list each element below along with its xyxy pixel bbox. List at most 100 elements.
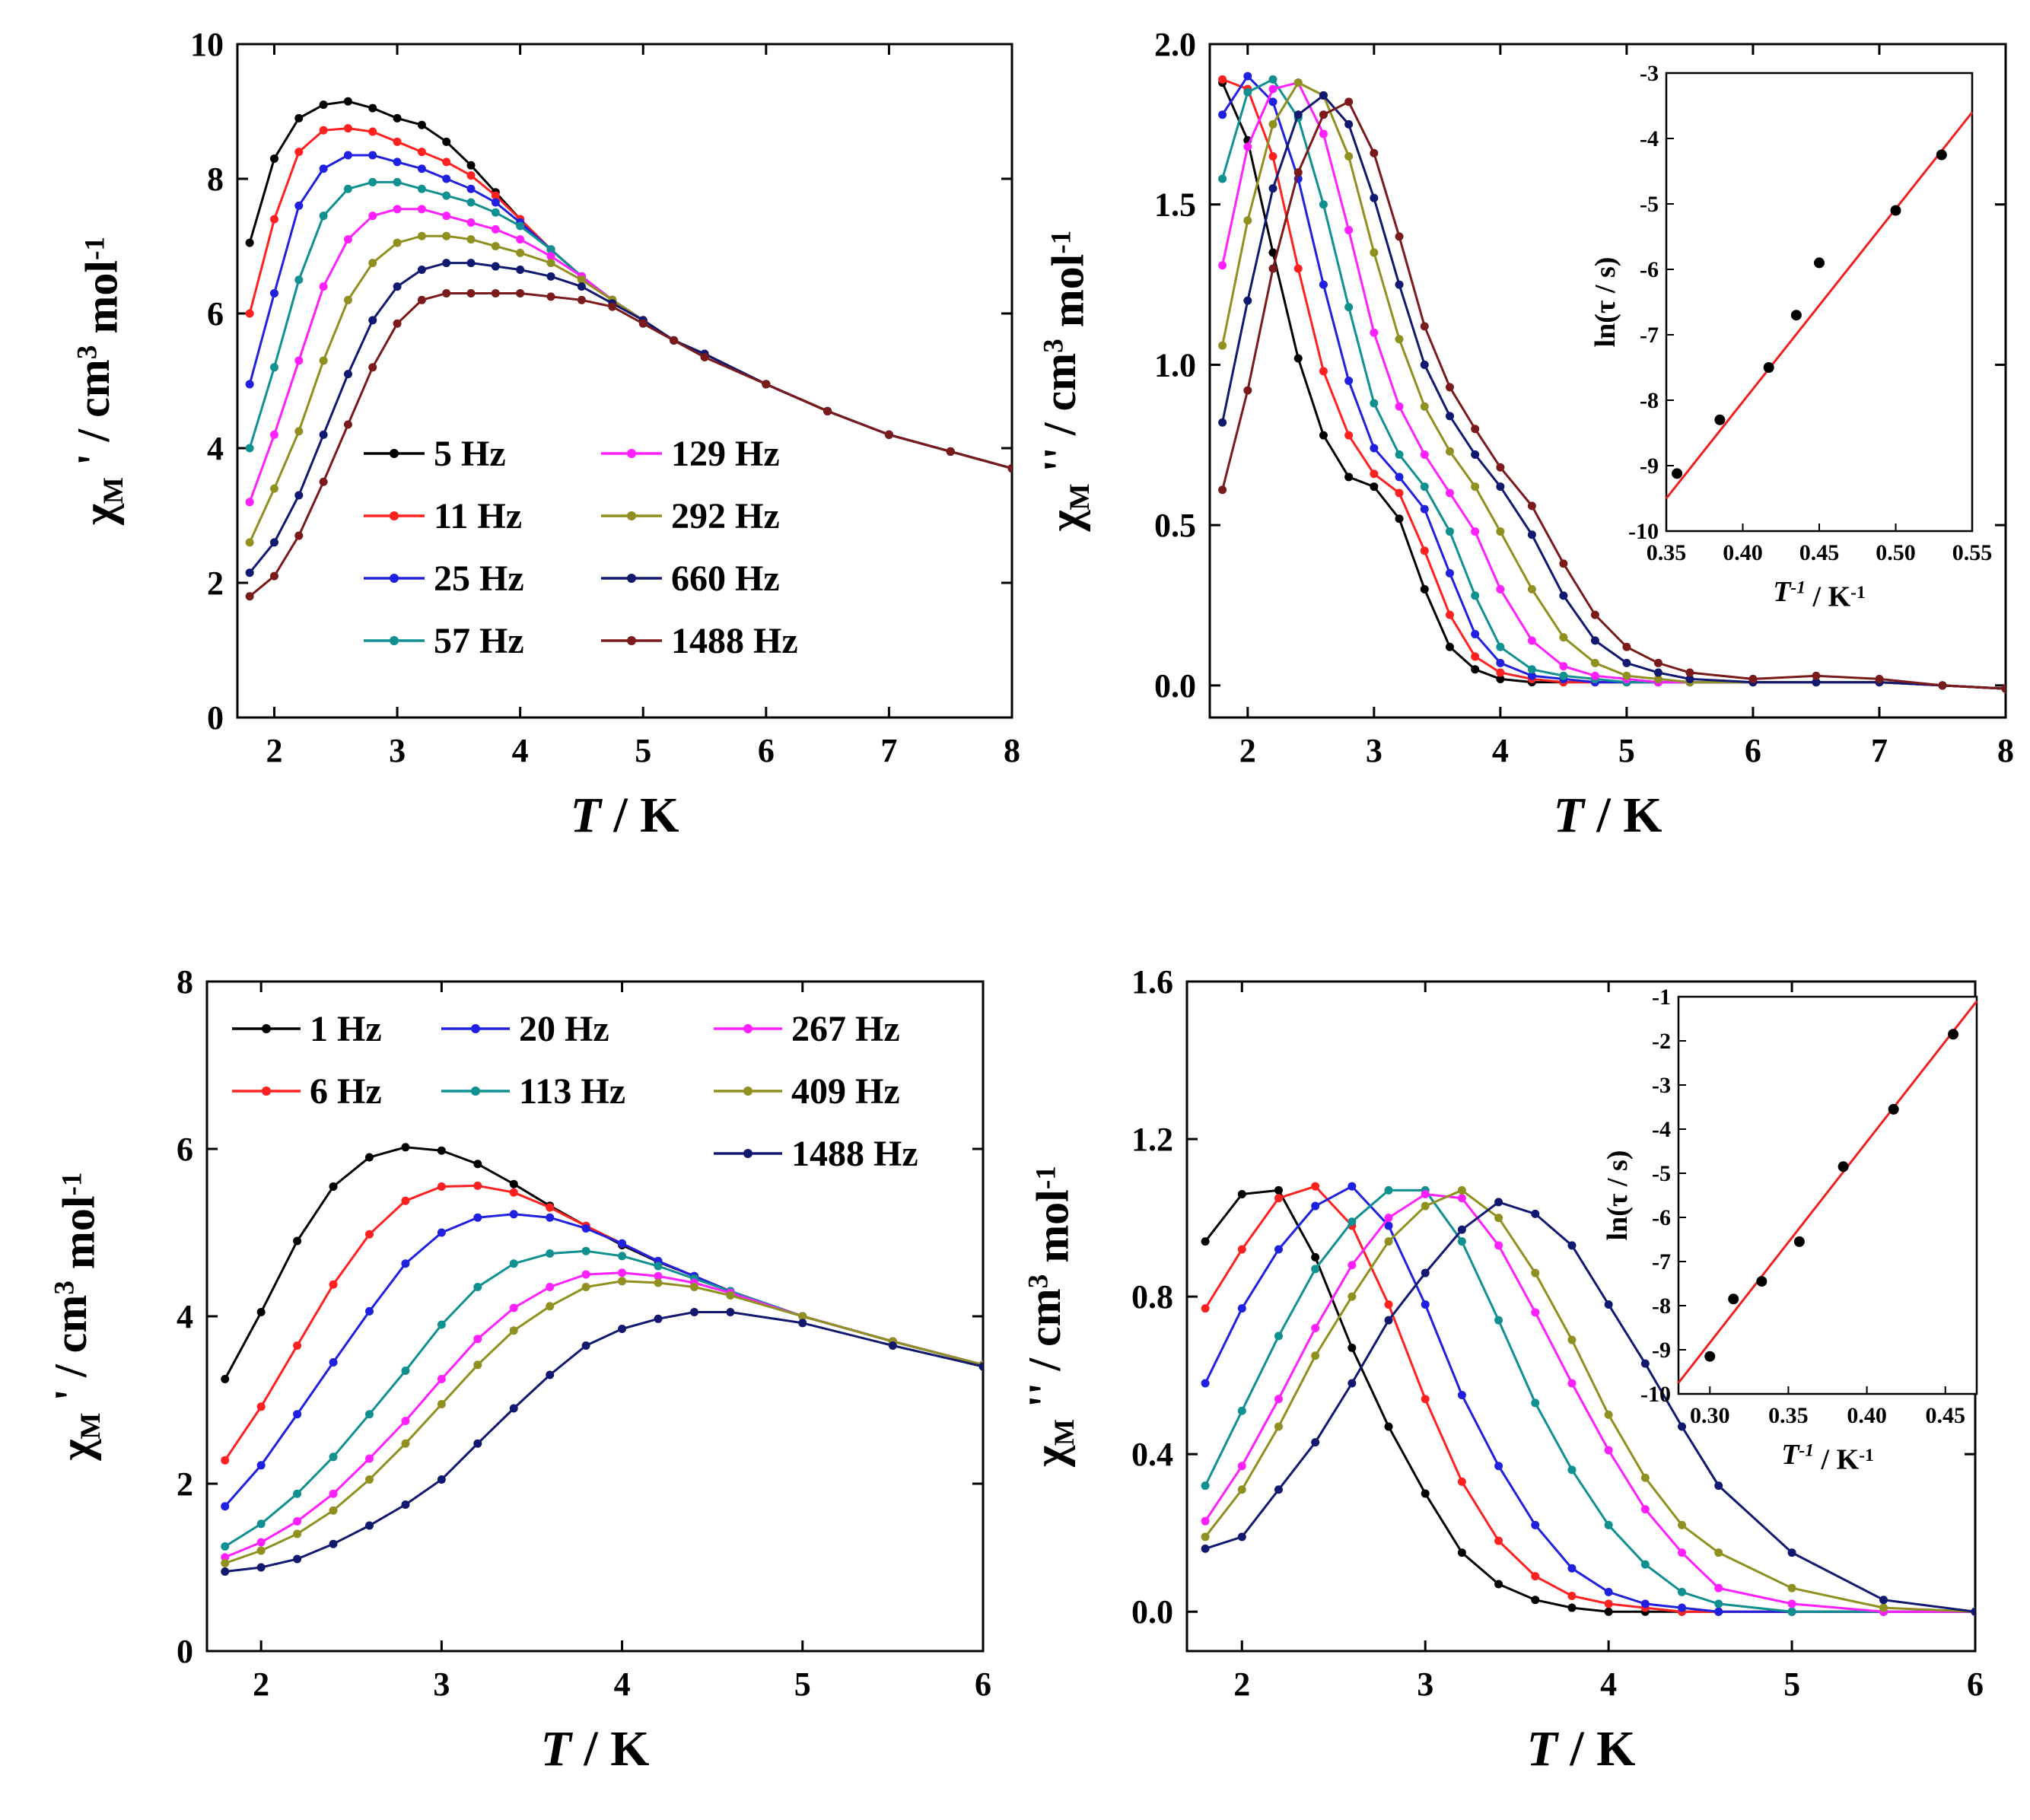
data-point (1812, 678, 1821, 687)
data-point (1274, 1245, 1283, 1254)
data-point (618, 1239, 627, 1248)
data-point (1787, 1583, 1796, 1592)
x-tick-label: 7 (1871, 732, 1888, 769)
data-point (491, 208, 500, 217)
data-point (1471, 527, 1480, 536)
data-point (1268, 75, 1278, 84)
data-point (1384, 1316, 1393, 1325)
y-axis-label: χM ' / cm3 mol-1 (46, 1172, 107, 1461)
data-point (1311, 1182, 1320, 1191)
data-point (1348, 1217, 1357, 1227)
x-tick-label: 6 (758, 732, 775, 769)
data-point (1395, 280, 1404, 289)
data-point (417, 265, 426, 274)
data-point (1384, 1221, 1393, 1230)
data-point (1293, 78, 1303, 88)
data-point (466, 198, 476, 207)
series-1488-hz (1218, 97, 2006, 693)
data-point (2001, 684, 2006, 693)
inset-y-tick-label: -5 (1652, 1161, 1671, 1186)
data-point (509, 1259, 518, 1268)
inset-y-tick-label: -5 (1640, 192, 1659, 217)
inset-data-point (1936, 149, 1947, 161)
inset-data-point (1793, 1236, 1805, 1247)
x-tick-label: 2 (1233, 1666, 1250, 1703)
series-line (224, 1311, 983, 1573)
data-point (1567, 1603, 1577, 1612)
data-point (1370, 248, 1379, 257)
data-point (329, 1452, 338, 1462)
data-point (442, 212, 451, 221)
data-point (393, 282, 402, 291)
data-point (546, 1283, 555, 1291)
legend-item: 20 Hz (441, 1009, 609, 1049)
data-point (1653, 668, 1662, 677)
data-point (1268, 84, 1278, 94)
data-point (245, 568, 254, 578)
inset-x-tick-label: 0.35 (1647, 540, 1687, 565)
data-point (1344, 97, 1354, 107)
data-point (1237, 1532, 1246, 1542)
data-point (618, 1277, 627, 1286)
data-point (1559, 559, 1568, 568)
legend-label: 129 Hz (671, 434, 780, 474)
data-point (401, 1143, 410, 1152)
data-point (1344, 119, 1354, 129)
data-point (762, 380, 771, 389)
inset-y-tick-label: -4 (1652, 1117, 1671, 1142)
data-point (364, 1153, 374, 1162)
data-point (1243, 216, 1252, 225)
data-point (1218, 110, 1227, 119)
data-point (364, 1410, 374, 1419)
inset-fit-line (1677, 1000, 1978, 1384)
x-tick-label: 8 (1997, 732, 2014, 769)
inset-x-tick-label: 0.45 (1799, 540, 1840, 565)
data-point (473, 1283, 482, 1291)
data-point (245, 380, 254, 389)
data-point (466, 171, 476, 180)
data-point (1567, 1241, 1577, 1250)
data-point (1395, 488, 1404, 498)
data-point (294, 427, 304, 436)
data-point (1319, 91, 1328, 100)
data-point (1348, 1261, 1357, 1270)
data-point (509, 1303, 518, 1312)
data-point (1274, 1395, 1283, 1404)
inset-y-tick-label: -4 (1640, 126, 1659, 151)
data-point (256, 1538, 266, 1547)
legend-item: 292 Hz (601, 496, 780, 536)
data-point (1384, 1185, 1393, 1195)
data-point (1344, 225, 1354, 234)
data-point (1421, 1190, 1430, 1199)
data-point (1938, 681, 1947, 690)
legend-label: 1488 Hz (791, 1134, 918, 1174)
data-point (393, 113, 402, 123)
inset-y-tick-label: -6 (1652, 1205, 1671, 1230)
data-point (1274, 1485, 1283, 1494)
data-point (1971, 1607, 1975, 1616)
y-axis-label: χM '' / cm3 mol-1 (1020, 1166, 1080, 1468)
data-point (1604, 1607, 1613, 1616)
data-point (368, 151, 377, 160)
data-point (1590, 671, 1599, 680)
legend-item: 57 Hz (364, 621, 524, 661)
data-point (293, 1341, 302, 1350)
chart-panel-a: 2 3 4 5 6 7 8 0 2 4 6 8 10 T / K χM ' / cm3 mol-1 5 Hz 1… (68, 26, 1020, 843)
y-tick-label: 10 (190, 26, 224, 63)
legend-item: 1488 Hz (714, 1134, 918, 1174)
data-point (437, 1400, 446, 1408)
y-tick-label: 0.4 (1131, 1436, 1173, 1473)
data-point (491, 288, 500, 298)
data-point (1293, 264, 1303, 273)
plot-frame (236, 43, 1013, 719)
data-point (798, 1312, 807, 1321)
inset-y-tick-label: -2 (1652, 1029, 1671, 1054)
data-point (417, 295, 426, 304)
data-point (1344, 473, 1354, 482)
data-point (1243, 296, 1252, 305)
data-point (546, 259, 555, 268)
data-point (546, 1302, 555, 1311)
data-point (343, 97, 352, 106)
legend-label: 113 Hz (519, 1071, 625, 1112)
data-point (221, 1542, 230, 1551)
